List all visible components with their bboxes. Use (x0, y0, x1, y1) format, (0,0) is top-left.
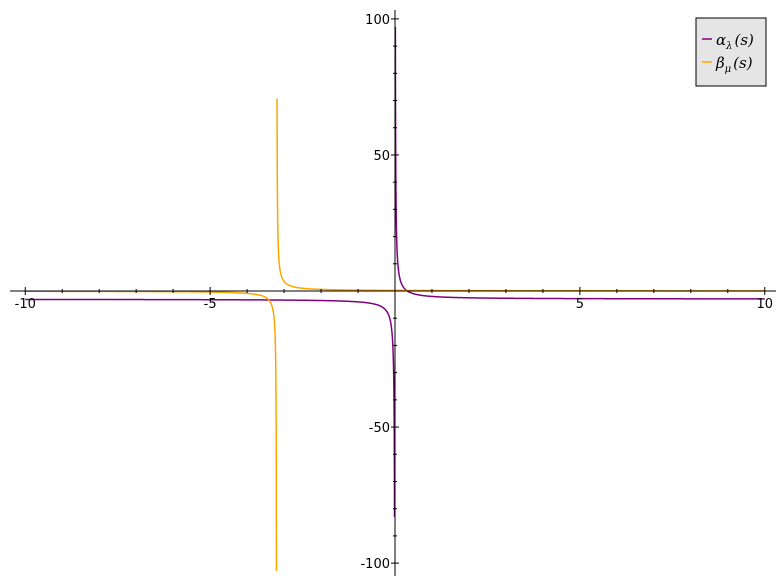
series-line-beta (25, 290, 278, 572)
x-tick-label: 10 (756, 297, 773, 312)
x-ticks: -10 -5 5 10 (15, 287, 773, 312)
y-tick-label: -50 (369, 421, 390, 436)
legend: αλ (s) βμ (s) (695, 17, 767, 87)
y-ticks: -100 -50 50 100 (360, 13, 399, 572)
legend-box (695, 17, 767, 87)
axes: -10 -5 5 10 -100 -50 50 100 (10, 10, 776, 576)
series-line-alpha (394, 27, 765, 300)
x-tick-label: 5 (576, 297, 584, 312)
legend-label-beta: βμ (s) (715, 54, 753, 75)
series-line-alpha (25, 298, 396, 517)
legend-label-alpha: αλ (s) (716, 31, 754, 52)
y-tick-label: 50 (373, 149, 390, 164)
x-tick-label: -10 (15, 297, 36, 312)
y-tick-label: 100 (365, 13, 390, 28)
series-line-beta (276, 98, 765, 292)
x-tick-label: -5 (204, 297, 217, 312)
y-tick-label: -100 (360, 557, 390, 572)
